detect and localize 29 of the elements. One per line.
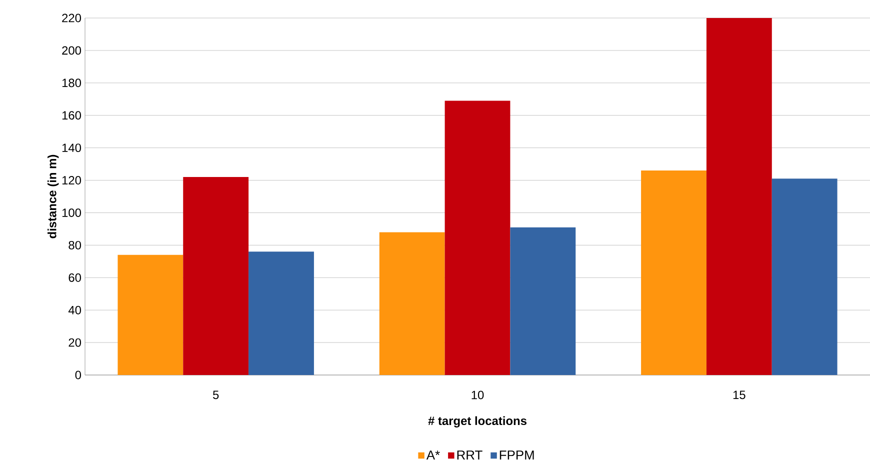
bar xyxy=(379,232,445,375)
y-tick-label: 160 xyxy=(62,111,82,120)
legend-label: RRT xyxy=(457,450,482,460)
bar xyxy=(772,178,838,375)
y-tick-label: 140 xyxy=(62,144,82,152)
x-tick-label: 10 xyxy=(472,390,484,400)
y-tick-label: 60 xyxy=(68,273,82,282)
bar xyxy=(510,227,576,375)
y-axis-title: distance (in m) xyxy=(48,154,59,238)
y-tick-label: 20 xyxy=(68,338,82,347)
x-tick-label: 5 xyxy=(212,390,219,400)
legend-label: A* xyxy=(426,450,440,460)
bar xyxy=(641,170,706,375)
bar xyxy=(118,254,184,375)
bar xyxy=(444,100,510,375)
y-tick-label: 100 xyxy=(62,208,82,217)
x-axis-title: # target locations xyxy=(428,416,526,428)
y-tick-label: 180 xyxy=(62,78,82,88)
y-tick-label: 0 xyxy=(75,370,82,380)
bar xyxy=(248,252,314,375)
y-tick-label: 220 xyxy=(62,14,82,22)
y-tick-label: 200 xyxy=(62,46,82,55)
bar xyxy=(706,18,772,375)
legend-label: FPPM xyxy=(500,450,534,460)
bar xyxy=(183,177,249,375)
y-tick-label: 40 xyxy=(68,306,82,314)
x-tick-label: 15 xyxy=(733,390,746,400)
y-tick-label: 80 xyxy=(68,240,82,250)
y-tick-label: 120 xyxy=(62,176,82,184)
